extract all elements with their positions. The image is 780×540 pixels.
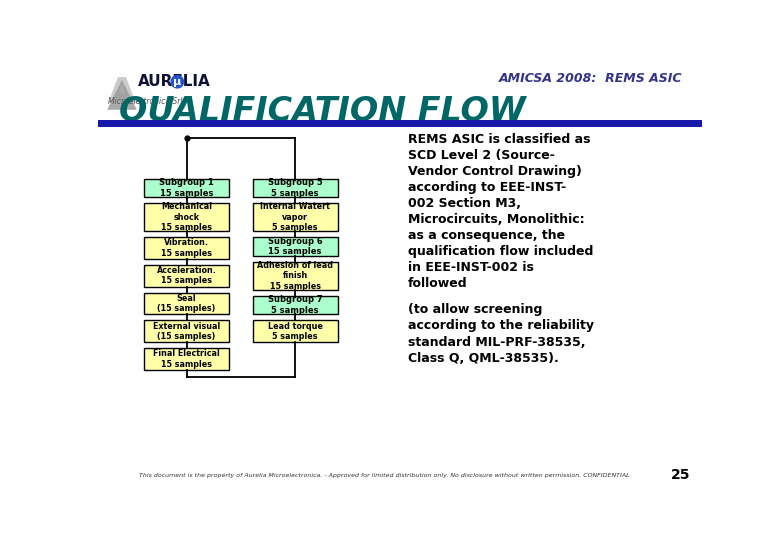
- Text: AMICSA 2008:  REMS ASIC: AMICSA 2008: REMS ASIC: [499, 72, 682, 85]
- Text: Mechanical
shock
15 samples: Mechanical shock 15 samples: [161, 202, 212, 232]
- Text: A: A: [108, 76, 136, 110]
- FancyBboxPatch shape: [144, 265, 229, 287]
- Text: Lead torque
5 samples: Lead torque 5 samples: [268, 321, 323, 341]
- Text: Subgroup 6
15 samples: Subgroup 6 15 samples: [268, 237, 322, 256]
- FancyBboxPatch shape: [253, 320, 338, 342]
- Text: AURELIA: AURELIA: [138, 74, 211, 89]
- Text: Subgroup 7
5 samples: Subgroup 7 5 samples: [268, 295, 322, 315]
- Text: Microelettronica Srl: Microelettronica Srl: [108, 97, 183, 106]
- Text: Seal
(15 samples): Seal (15 samples): [158, 294, 216, 313]
- Text: REMS ASIC is classified as
SCD Level 2 (Source-
Vendor Control Drawing)
accordin: REMS ASIC is classified as SCD Level 2 (…: [407, 132, 593, 289]
- FancyBboxPatch shape: [144, 237, 229, 259]
- Bar: [98, 120, 702, 127]
- Text: 25: 25: [671, 468, 690, 482]
- Text: Internal Watert
vapor
5 samples: Internal Watert vapor 5 samples: [261, 202, 330, 232]
- FancyBboxPatch shape: [144, 320, 229, 342]
- Text: ▲: ▲: [107, 74, 136, 112]
- Text: Subgroup 5
5 samples: Subgroup 5 5 samples: [268, 178, 322, 198]
- FancyBboxPatch shape: [253, 262, 338, 289]
- FancyBboxPatch shape: [144, 179, 229, 197]
- FancyBboxPatch shape: [253, 204, 338, 231]
- FancyBboxPatch shape: [144, 348, 229, 370]
- Text: Adhesion of lead
finish
15 samples: Adhesion of lead finish 15 samples: [257, 261, 333, 291]
- Text: Final Electrical
15 samples: Final Electrical 15 samples: [153, 349, 220, 369]
- FancyBboxPatch shape: [253, 296, 338, 314]
- Text: Subgroup 1
15 samples: Subgroup 1 15 samples: [159, 178, 214, 198]
- Text: This document is the property of Aurelia Microelectronica. - Approved for limite: This document is the property of Aurelia…: [139, 472, 629, 478]
- Text: QUALIFICATION FLOW: QUALIFICATION FLOW: [119, 94, 526, 127]
- Text: Acceleration.
15 samples: Acceleration. 15 samples: [157, 266, 217, 286]
- Circle shape: [171, 76, 183, 88]
- FancyBboxPatch shape: [144, 204, 229, 231]
- FancyBboxPatch shape: [253, 179, 338, 197]
- Text: External visual
(15 samples): External visual (15 samples): [153, 321, 220, 341]
- FancyBboxPatch shape: [253, 237, 338, 256]
- Text: Vibration.
15 samples: Vibration. 15 samples: [161, 238, 212, 258]
- Text: (to allow screening
according to the reliability
standard MIL-PRF-38535,
Class Q: (to allow screening according to the rel…: [407, 303, 594, 364]
- Text: µ: µ: [173, 77, 182, 87]
- FancyBboxPatch shape: [144, 293, 229, 314]
